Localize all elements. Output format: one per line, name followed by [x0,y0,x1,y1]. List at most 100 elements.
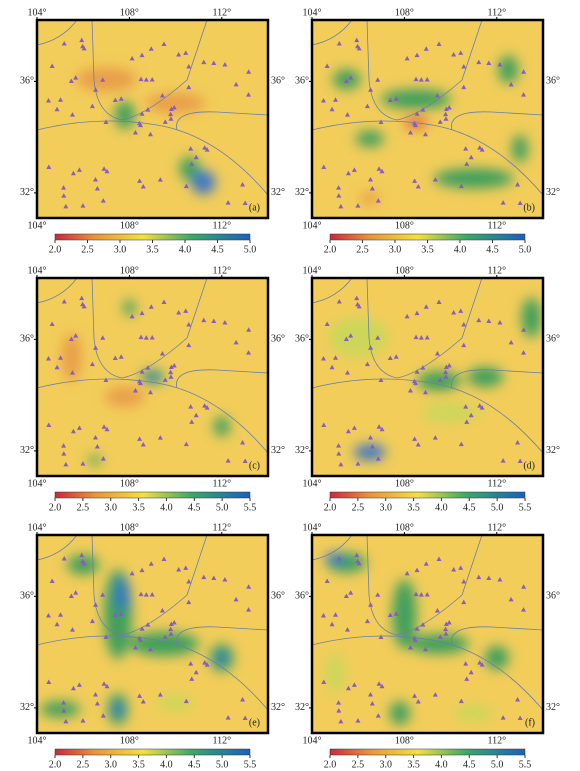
anomaly [157,695,194,712]
station [521,92,527,97]
station [461,342,467,348]
station [137,693,143,698]
station [246,69,252,74]
station [463,661,469,666]
station [324,578,330,583]
station [333,97,339,102]
station [446,104,452,110]
station [437,119,443,124]
lat-label: 36° [20,76,34,87]
station [104,683,110,689]
lon-label: 104° [28,522,47,533]
station [101,166,107,171]
station [103,377,109,383]
river [312,378,543,454]
stations [45,295,252,467]
station [375,456,381,461]
colorbar [329,748,526,756]
lat-label: 36° [295,334,309,345]
station [149,76,155,82]
anomaly [453,705,494,722]
station [345,685,351,691]
map-panel: 104° 104° 108° 108° 112° 112° 32° 32° 36° 36° (e) 2… [20,522,285,770]
colorbar-label: 4.5 [188,502,201,513]
station [68,336,74,341]
station [443,116,449,121]
station [45,97,51,103]
station [497,61,503,67]
station [463,404,469,409]
lat-label: 36° [295,76,309,87]
lat-label: 36° [546,334,560,345]
station [443,111,449,117]
station [189,419,195,424]
colorbar-label: 2.5 [352,502,365,513]
station [329,106,335,112]
station [414,52,420,58]
station [148,46,154,51]
lon-label: 104° [28,220,47,231]
rivers [37,535,268,711]
station [369,701,375,706]
station [424,334,430,340]
station [477,145,483,150]
station [443,631,449,636]
station [225,458,231,463]
station [159,93,165,98]
station [129,313,135,319]
colorbar-label: 4.0 [179,244,192,255]
station [500,200,506,205]
station [468,154,474,160]
station [432,177,438,182]
station [321,679,327,685]
river [37,20,78,46]
colorbar-label: 3.5 [407,759,420,770]
station [222,61,228,67]
anomaly [88,455,101,466]
lat-label: 32° [20,445,34,456]
station [355,718,361,723]
station [437,634,443,639]
station [461,599,467,605]
station [188,404,194,409]
anomaly [215,651,228,664]
station [129,570,135,576]
station [132,129,138,135]
station [94,701,100,706]
station [168,374,174,379]
station [211,318,217,323]
station [355,203,361,208]
station [161,556,167,562]
station [375,77,381,82]
station [464,161,470,166]
station [143,592,149,597]
map-background [37,20,268,218]
station [118,96,124,101]
station [479,147,485,152]
station [89,361,95,367]
station [423,304,429,309]
station [61,443,67,448]
station [461,322,467,327]
map-frame [310,276,545,478]
station [476,59,482,65]
lon-label: 112° [487,478,506,489]
station [320,97,326,103]
colorbar-label: 2.5 [81,244,94,255]
stations [45,552,252,724]
station [101,424,107,429]
lon-label: 108° [395,265,414,276]
station [404,313,410,319]
station [92,435,98,440]
station [336,185,342,190]
panel-label: (d) [523,460,535,471]
station [420,365,426,370]
station [458,698,464,704]
station [139,369,145,374]
station [367,435,373,440]
station [94,444,100,449]
station [49,578,55,583]
lon-label: 104° [303,7,322,18]
station [80,203,86,208]
station [422,646,428,652]
